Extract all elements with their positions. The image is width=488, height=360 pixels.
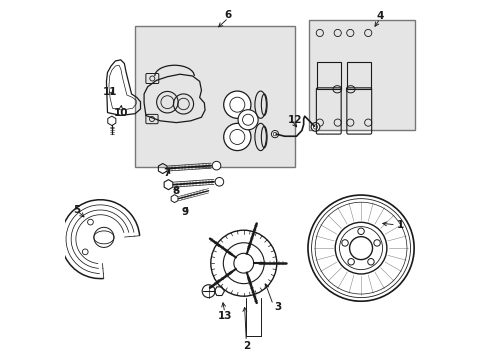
Text: 11: 11 — [102, 87, 117, 97]
Text: 8: 8 — [172, 186, 179, 197]
Circle shape — [215, 177, 223, 186]
Text: 7: 7 — [163, 168, 171, 178]
Circle shape — [223, 91, 250, 118]
Text: 3: 3 — [273, 302, 281, 312]
Text: 1: 1 — [396, 220, 404, 230]
Text: 5: 5 — [73, 206, 80, 216]
Text: 2: 2 — [242, 341, 249, 351]
Text: 13: 13 — [217, 311, 231, 320]
Circle shape — [310, 123, 319, 131]
Text: 12: 12 — [287, 115, 302, 125]
Bar — [308, 21, 414, 130]
Circle shape — [271, 131, 278, 138]
Text: 10: 10 — [113, 108, 128, 118]
Text: 9: 9 — [182, 207, 188, 217]
Bar — [135, 26, 294, 167]
Bar — [316, 62, 340, 89]
Circle shape — [238, 110, 258, 130]
Text: 4: 4 — [376, 11, 383, 21]
Circle shape — [223, 123, 250, 150]
Circle shape — [212, 161, 221, 170]
Text: 6: 6 — [224, 10, 231, 20]
Bar — [346, 62, 371, 89]
